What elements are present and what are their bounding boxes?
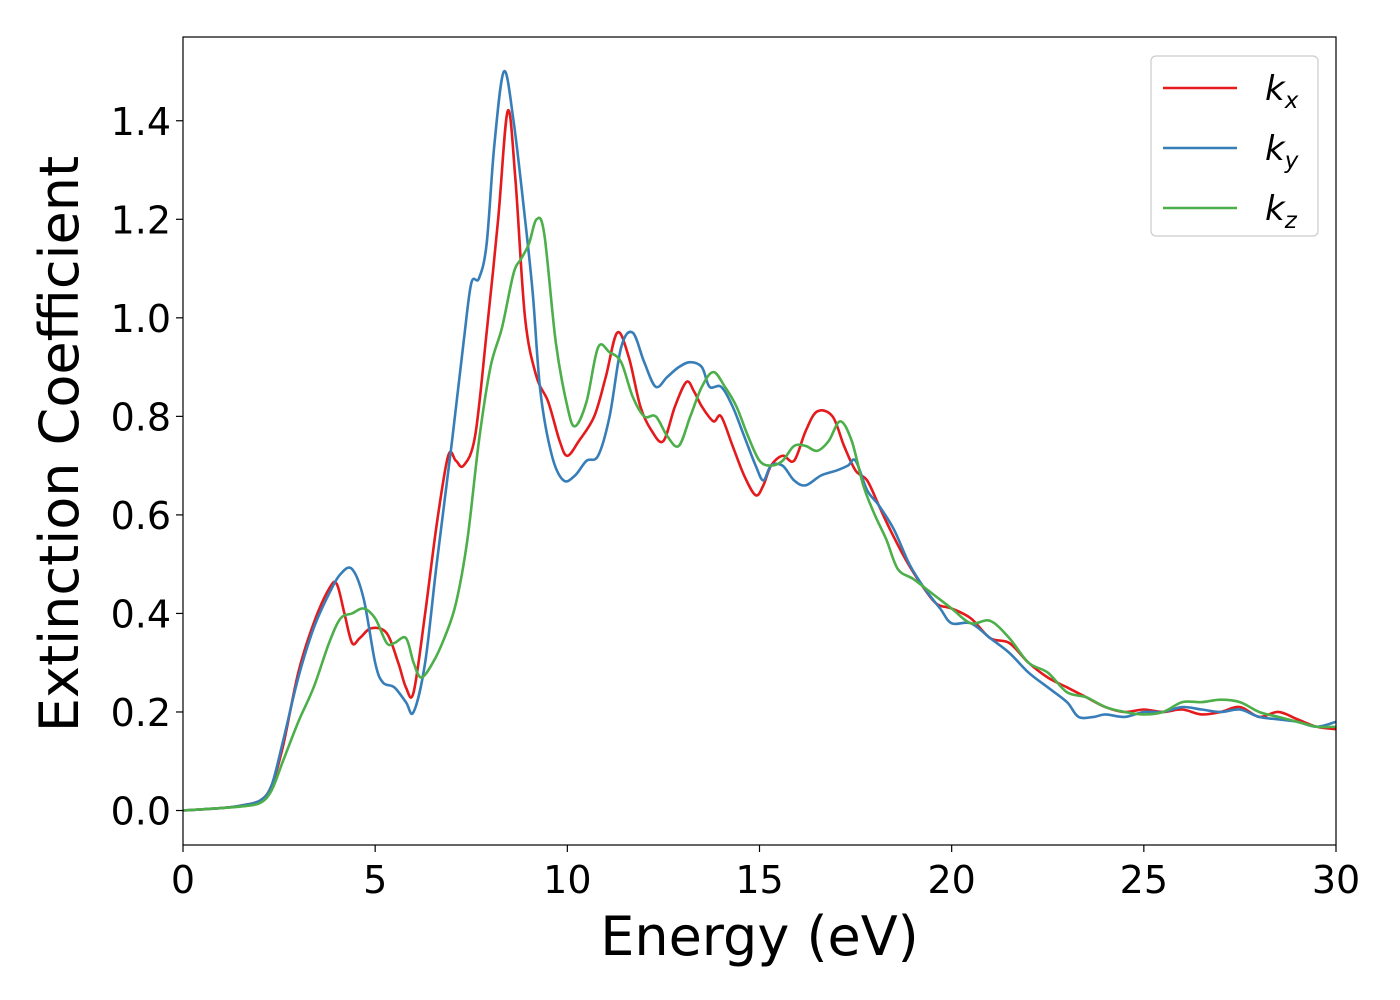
x-tick-label: 5 [363, 858, 387, 902]
series-line-k-z [183, 216, 1336, 812]
legend-label-k-y: ky [1265, 129, 1299, 174]
y-tick-label: 0.6 [111, 494, 171, 538]
y-tick-label: 0.8 [111, 395, 171, 439]
x-tick-label: 20 [927, 858, 975, 902]
series-layer [183, 70, 1336, 812]
x-axis-title: Energy (eV) [600, 905, 919, 968]
x-tick-label: 0 [171, 858, 195, 902]
y-tick-label: 1.4 [111, 100, 171, 144]
legend-label-k-x: kx [1265, 69, 1299, 114]
y-axis-title: Extinction Coefficient [28, 156, 91, 732]
y-tick-label: 0.2 [111, 691, 171, 735]
legend-label-main: k [1265, 189, 1286, 229]
legend-label-subscript: y [1284, 148, 1299, 174]
series-line-k-y [183, 70, 1336, 812]
legend-label-k-z: kz [1265, 189, 1298, 234]
legend-label-subscript: x [1284, 88, 1299, 114]
x-tick-label: 10 [543, 858, 591, 902]
y-axis: 0.0 0.2 0.4 0.6 0.8 1.0 1.2 1.4 [111, 100, 183, 834]
y-tick-label: 0.0 [111, 790, 171, 834]
legend-label-subscript: z [1284, 208, 1298, 234]
y-tick-label: 1.0 [111, 297, 171, 341]
x-tick-label: 25 [1120, 858, 1168, 902]
x-tick-label: 15 [735, 858, 783, 902]
legend-box [1150, 55, 1319, 237]
x-tick-label: 30 [1312, 858, 1360, 902]
legend-label-main: k [1265, 69, 1286, 109]
y-tick-label: 1.2 [111, 198, 171, 242]
legend-label-main: k [1265, 129, 1286, 169]
x-axis: 0 5 10 15 20 25 30 [171, 845, 1360, 902]
y-tick-label: 0.4 [111, 592, 171, 636]
